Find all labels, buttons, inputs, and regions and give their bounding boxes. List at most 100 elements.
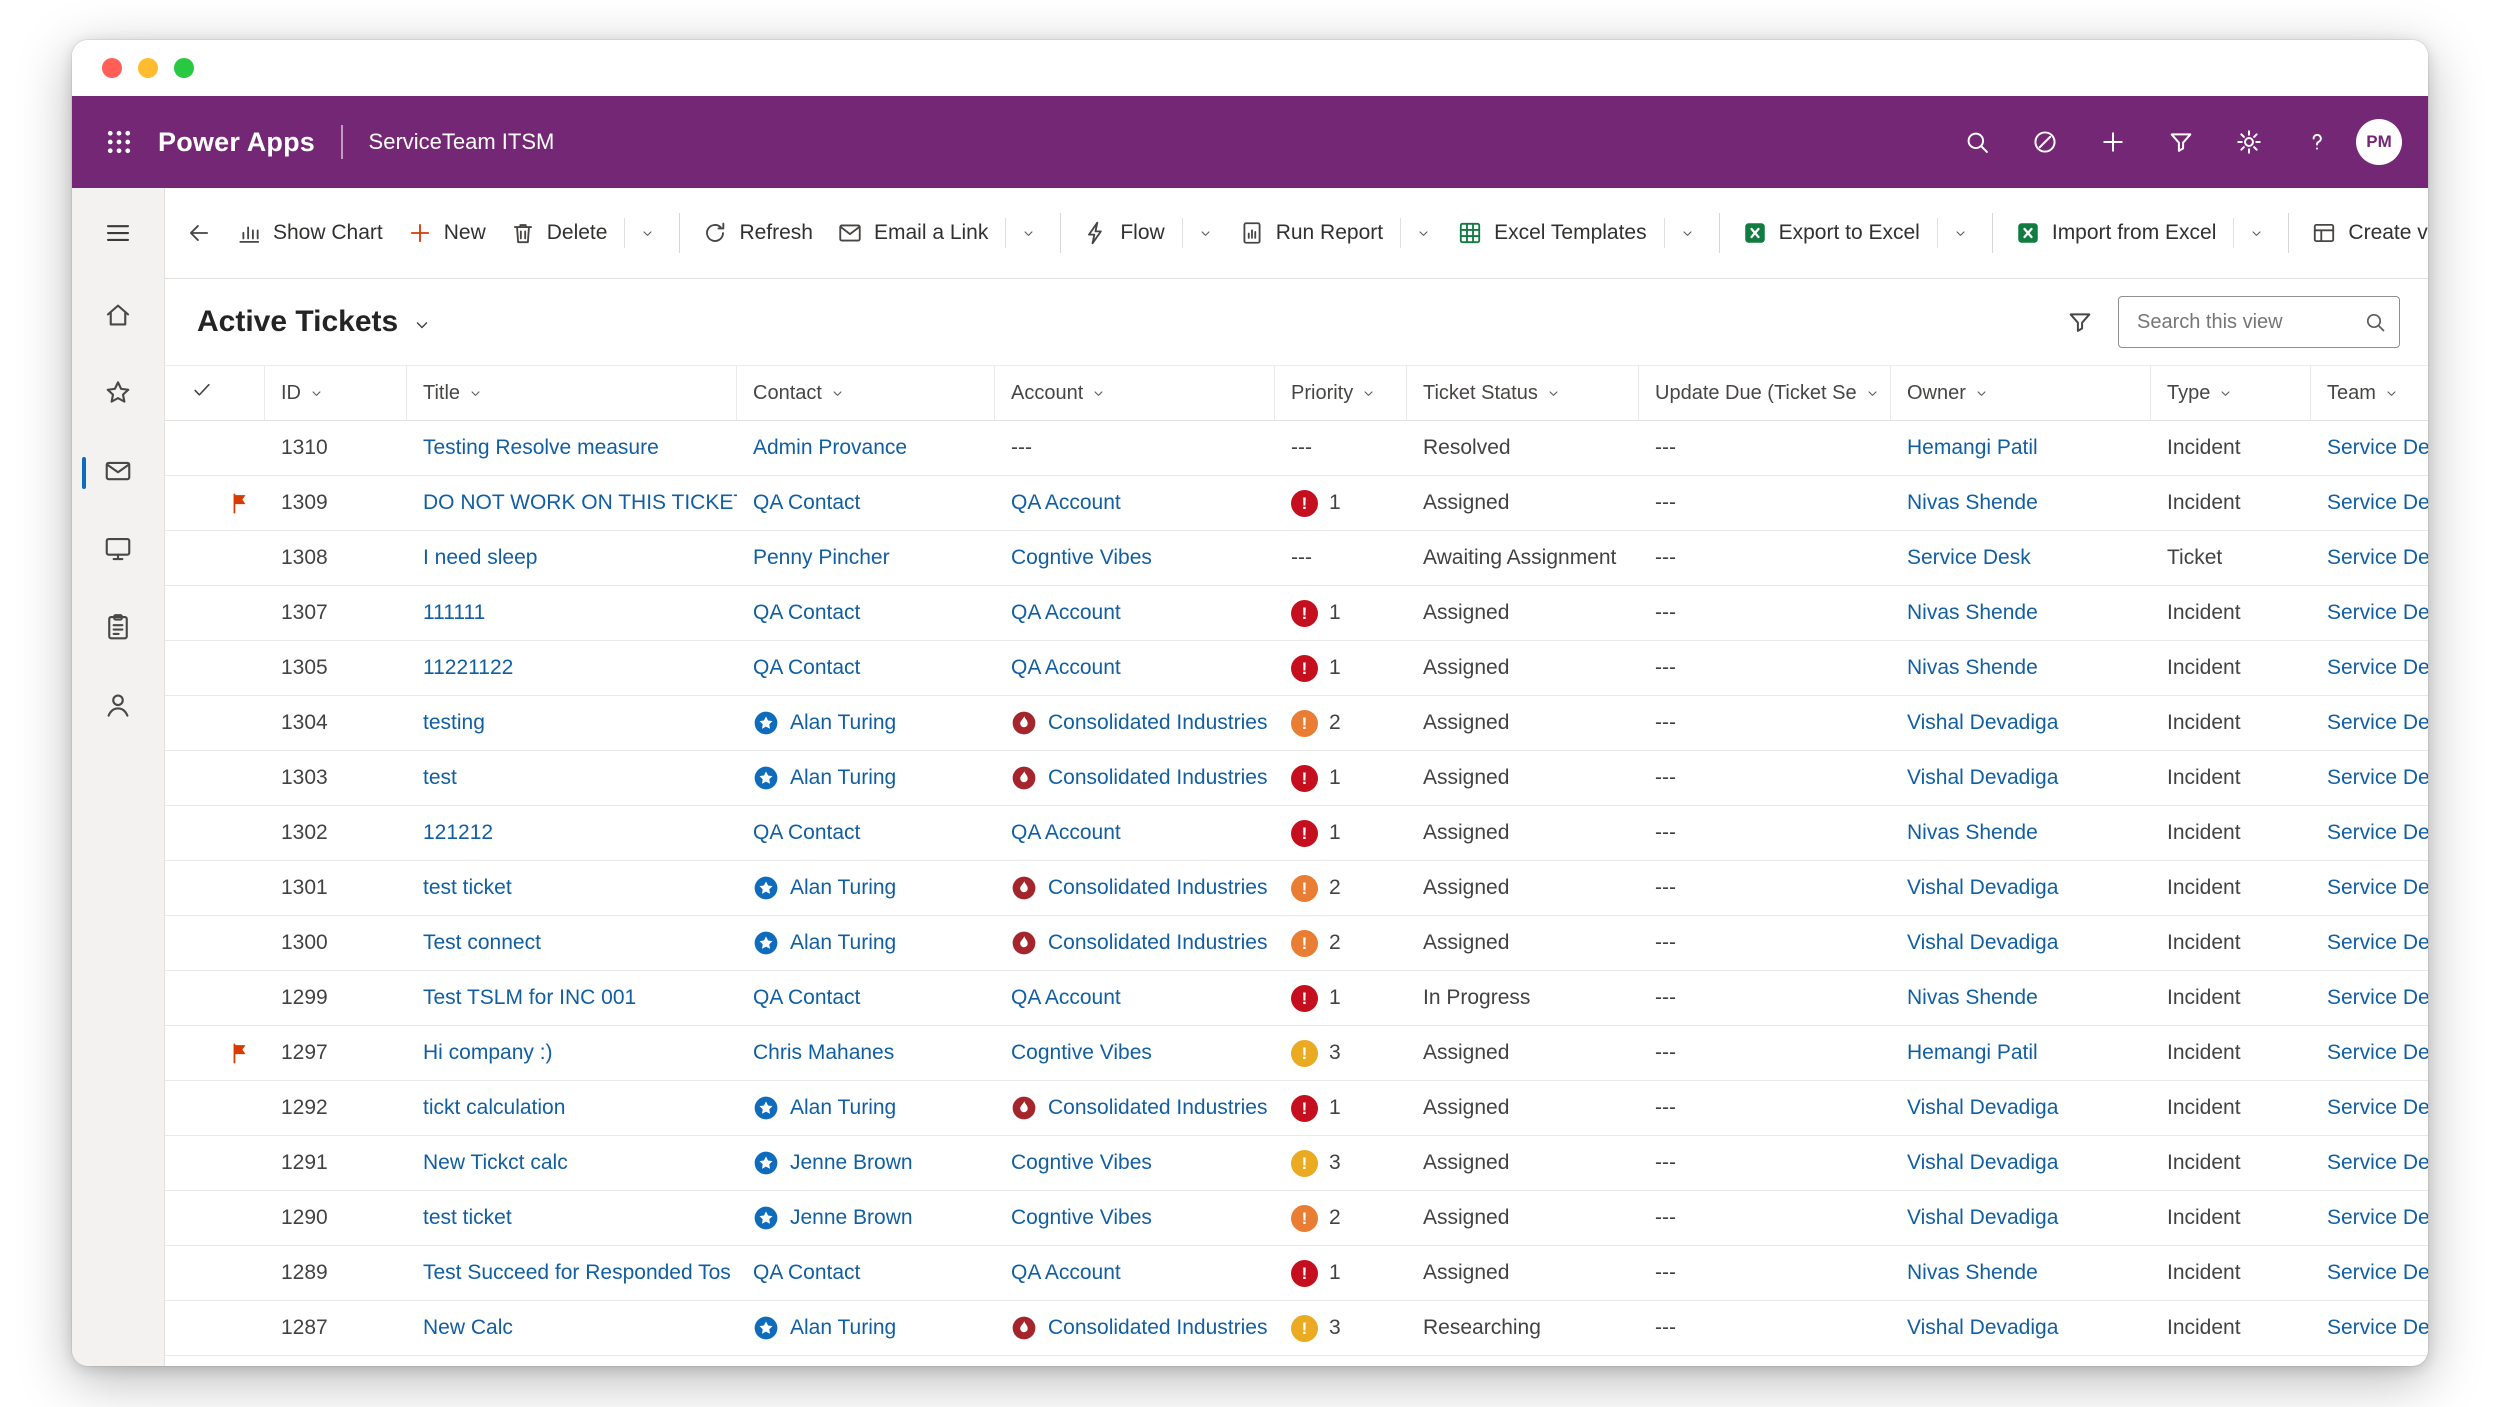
- search-icon[interactable]: [1952, 117, 2002, 167]
- account-link[interactable]: Consolidated Industries: [1048, 766, 1268, 789]
- contact-link[interactable]: Alan Turing: [790, 931, 897, 954]
- chevron-down-icon[interactable]: [638, 226, 657, 241]
- chevron-down-icon[interactable]: [1196, 226, 1215, 241]
- ticket-title-link[interactable]: Testing Resolve measure: [423, 436, 659, 459]
- cell-select[interactable]: [165, 1301, 265, 1355]
- sidebar-item-desktop[interactable]: [72, 512, 164, 590]
- cell-select[interactable]: [165, 696, 265, 750]
- ticket-title-link[interactable]: New Tickct calc: [423, 1151, 568, 1174]
- import-from-excel-button[interactable]: Import from Excel: [2004, 202, 2278, 264]
- team-link[interactable]: Service Desk: [2327, 1206, 2428, 1229]
- team-link[interactable]: Service Desk: [2327, 986, 2428, 1009]
- account-link[interactable]: Consolidated Industries: [1048, 876, 1268, 899]
- team-link[interactable]: Service Desk: [2327, 876, 2428, 899]
- ticket-title-link[interactable]: tickt calculation: [423, 1096, 566, 1119]
- ticket-title-link[interactable]: test: [423, 766, 457, 789]
- chevron-down-icon[interactable]: [1951, 226, 1970, 241]
- account-link[interactable]: Consolidated Industries: [1048, 1096, 1268, 1119]
- table-row[interactable]: 1292 tickt calculation Alan Turing Consolid…: [165, 1081, 2428, 1136]
- sidebar-item-contacts[interactable]: [72, 668, 164, 746]
- avatar[interactable]: PM: [2356, 119, 2402, 165]
- traffic-light-minimize[interactable]: [138, 58, 158, 78]
- account-link[interactable]: Cogntive Vibes: [1011, 1151, 1152, 1174]
- ticket-title-link[interactable]: 11221122: [423, 656, 514, 679]
- account-link[interactable]: Cogntive Vibes: [1011, 1206, 1152, 1229]
- run-report-button[interactable]: Run Report: [1228, 202, 1444, 264]
- ticket-title-link[interactable]: Test TSLM for INC 001: [423, 986, 637, 1009]
- team-link[interactable]: Service Desk: [2327, 1096, 2428, 1119]
- plus-icon[interactable]: [2088, 117, 2138, 167]
- owner-link[interactable]: Nivas Shende: [1907, 491, 2038, 514]
- traffic-light-zoom[interactable]: [174, 58, 194, 78]
- chevron-down-icon[interactable]: [1019, 226, 1038, 241]
- column-header-contact[interactable]: Contact: [737, 366, 995, 420]
- cell-select[interactable]: [165, 1191, 265, 1245]
- owner-link[interactable]: Nivas Shende: [1907, 1261, 2038, 1284]
- cell-select[interactable]: [165, 531, 265, 585]
- account-link[interactable]: QA Account: [1011, 1261, 1121, 1284]
- gear-icon[interactable]: [2224, 117, 2274, 167]
- ticket-title-link[interactable]: test ticket: [423, 876, 512, 899]
- flow-button[interactable]: Flow: [1072, 202, 1225, 264]
- cell-select[interactable]: [165, 1081, 265, 1135]
- contact-link[interactable]: Alan Turing: [790, 1096, 897, 1119]
- account-link[interactable]: Cogntive Vibes: [1011, 1041, 1152, 1064]
- contact-link[interactable]: Chris Mahanes: [753, 1041, 895, 1064]
- owner-link[interactable]: Vishal Devadiga: [1907, 766, 2059, 789]
- sidebar-item-home[interactable]: [72, 278, 164, 356]
- team-link[interactable]: Service Desk: [2327, 491, 2428, 514]
- app-name[interactable]: ServiceTeam ITSM: [368, 129, 555, 154]
- cell-select[interactable]: [165, 1026, 265, 1080]
- chevron-down-icon[interactable]: [2247, 226, 2266, 241]
- owner-link[interactable]: Hemangi Patil: [1907, 1041, 2038, 1064]
- ticket-title-link[interactable]: DO NOT WORK ON THIS TICKET: [423, 491, 737, 514]
- team-link[interactable]: Service Desk: [2327, 766, 2428, 789]
- new-button[interactable]: New: [396, 202, 497, 264]
- owner-link[interactable]: Nivas Shende: [1907, 601, 2038, 624]
- team-link[interactable]: Service Desk: [2327, 656, 2428, 679]
- table-row[interactable]: 1299 Test TSLM for INC 001 QA Contact QA Ac…: [165, 971, 2428, 1026]
- cell-select[interactable]: [165, 806, 265, 860]
- owner-link[interactable]: Vishal Devadiga: [1907, 711, 2059, 734]
- sidebar-item-tickets[interactable]: [72, 434, 164, 512]
- column-header-status[interactable]: Ticket Status: [1407, 366, 1639, 420]
- team-link[interactable]: Service Desk: [2327, 931, 2428, 954]
- table-row[interactable]: 1297 Hi company :) Chris Mahanes Cogntive V…: [165, 1026, 2428, 1081]
- contact-link[interactable]: QA Contact: [753, 1261, 861, 1284]
- table-row[interactable]: 1303 test Alan Turing Consolidated Industri…: [165, 751, 2428, 806]
- traffic-light-close[interactable]: [102, 58, 122, 78]
- team-link[interactable]: Service Desk: [2327, 711, 2428, 734]
- owner-link[interactable]: Vishal Devadiga: [1907, 931, 2059, 954]
- cell-select[interactable]: [165, 421, 265, 475]
- excel-templates-button[interactable]: Excel Templates: [1446, 202, 1708, 264]
- team-link[interactable]: Service Desk: [2327, 436, 2428, 459]
- contact-link[interactable]: Alan Turing: [790, 766, 897, 789]
- cell-select[interactable]: [165, 751, 265, 805]
- team-link[interactable]: Service Desk: [2327, 1041, 2428, 1064]
- table-row[interactable]: 1310 Testing Resolve measure Admin Provanc…: [165, 421, 2428, 476]
- team-link[interactable]: Service Desk: [2327, 601, 2428, 624]
- cell-select[interactable]: [165, 476, 265, 530]
- table-row[interactable]: 1291 New Tickct calc Jenne Brown Cogntive V…: [165, 1136, 2428, 1191]
- owner-link[interactable]: Hemangi Patil: [1907, 436, 2038, 459]
- table-row[interactable]: 1304 testing Alan Turing Consolidated Indus…: [165, 696, 2428, 751]
- cell-select[interactable]: [165, 1246, 265, 1300]
- account-link[interactable]: QA Account: [1011, 986, 1121, 1009]
- ticket-title-link[interactable]: Test connect: [423, 931, 541, 954]
- account-link[interactable]: Consolidated Industries: [1048, 711, 1268, 734]
- contact-link[interactable]: Alan Turing: [790, 876, 897, 899]
- owner-link[interactable]: Vishal Devadiga: [1907, 1151, 2059, 1174]
- ticket-title-link[interactable]: test ticket: [423, 1206, 512, 1229]
- search-input[interactable]: [2135, 309, 2363, 335]
- contact-link[interactable]: QA Contact: [753, 491, 861, 514]
- table-row[interactable]: 1309 DO NOT WORK ON THIS TICKET QA Contact…: [165, 476, 2428, 531]
- chevron-down-icon[interactable]: [1414, 226, 1433, 241]
- column-header-owner[interactable]: Owner: [1891, 366, 2151, 420]
- app-launcher-icon[interactable]: [94, 117, 144, 167]
- owner-link[interactable]: Nivas Shende: [1907, 821, 2038, 844]
- ticket-title-link[interactable]: New Calc: [423, 1316, 513, 1339]
- owner-link[interactable]: Nivas Shende: [1907, 986, 2038, 1009]
- column-header-priority[interactable]: Priority: [1275, 366, 1407, 420]
- hamburger-menu-icon[interactable]: [72, 188, 164, 278]
